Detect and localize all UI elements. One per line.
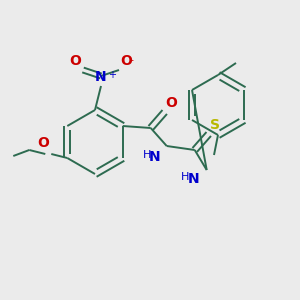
Text: H: H — [181, 172, 190, 182]
Text: O: O — [120, 54, 132, 68]
Text: N: N — [188, 172, 200, 186]
Text: O: O — [166, 96, 178, 110]
Text: S: S — [210, 118, 220, 132]
Text: O: O — [38, 136, 49, 150]
Text: O: O — [69, 54, 81, 68]
Text: N: N — [95, 70, 107, 84]
Text: -: - — [129, 55, 133, 65]
Text: N: N — [149, 150, 161, 164]
Text: +: + — [108, 70, 116, 80]
Text: H: H — [143, 150, 152, 160]
